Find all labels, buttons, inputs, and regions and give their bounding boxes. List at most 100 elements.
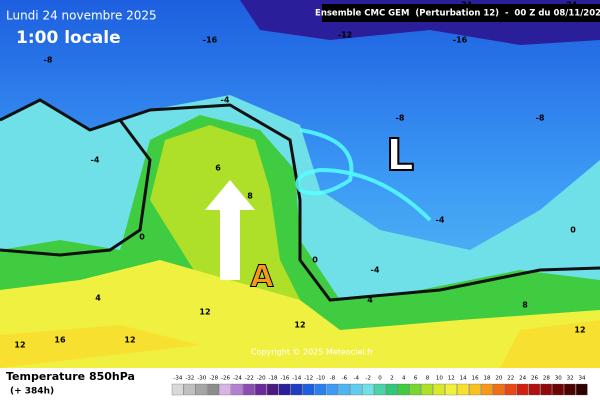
scale-label: -8: [330, 376, 336, 382]
scale-swatch: [243, 383, 255, 396]
scale-label: 30: [555, 376, 562, 382]
contour-label: 4: [367, 296, 373, 305]
scale-swatch: [266, 383, 279, 396]
scale-label: 6: [414, 376, 418, 382]
scale-label: -24: [233, 376, 242, 382]
scale-swatch: [552, 383, 564, 396]
scale-swatch: [350, 383, 362, 396]
scale-label: 12: [448, 376, 455, 382]
scale-swatch: [171, 383, 184, 396]
contour-label: 0: [312, 256, 318, 265]
scale-label: 14: [460, 376, 467, 382]
scale-label: -16: [280, 376, 289, 382]
scale-swatch: [564, 383, 576, 396]
scale-label: 2: [390, 376, 394, 382]
scale-swatch: [397, 383, 410, 396]
contour-label: 12: [124, 336, 135, 345]
scale-swatch: [457, 383, 469, 396]
scale-swatch: [385, 383, 398, 396]
contour-trough: [0, 119, 152, 257]
scale-label: 22: [507, 376, 514, 382]
scale-swatch: [540, 383, 552, 396]
scale-swatch: [373, 383, 386, 396]
scale-swatch: [338, 383, 350, 396]
contour-label: -8: [44, 56, 53, 65]
date: Lundi 24 novembre 2025: [6, 9, 157, 23]
scale-label: 28: [543, 376, 550, 382]
contour-label: 6: [215, 164, 221, 173]
scale-swatch: [207, 383, 220, 396]
jet-arrow: [295, 128, 432, 222]
contour-label: 12: [199, 308, 210, 317]
scale-label: -6: [342, 376, 348, 382]
warm-advection-arrow: [205, 180, 255, 280]
contour-label: 8: [247, 192, 253, 201]
contour-label: 16: [54, 336, 66, 345]
local-time: 1:00 locale: [16, 28, 121, 48]
scale-label: -20: [257, 376, 266, 382]
contour-label: -4: [371, 266, 380, 275]
contour-label: 12: [294, 321, 305, 330]
scale-swatch: [326, 383, 338, 396]
scale-label: -2: [365, 376, 370, 382]
scale-swatch: [278, 383, 291, 396]
scale-label: 32: [567, 376, 574, 382]
scale-swatch: [183, 383, 196, 396]
scale-swatch: [219, 383, 231, 396]
contour-label: 8: [522, 301, 528, 310]
scale-label: 8: [426, 376, 430, 382]
scale-label: 16: [472, 376, 479, 382]
scale-label: 20: [495, 376, 502, 382]
scale-swatch: [195, 383, 208, 396]
scale-label: 34: [579, 376, 586, 382]
scale-label: -28: [209, 376, 218, 382]
scale-swatch: [516, 383, 529, 396]
scale-swatch: [314, 383, 327, 396]
scale-label: 4: [402, 376, 406, 382]
copyright: Copyright © 2025 Meteociel.fr: [251, 348, 374, 357]
contour-label: 12: [574, 326, 585, 335]
scale-label: -18: [269, 376, 278, 382]
scale-label: 24: [519, 376, 526, 382]
scale-label: 10: [436, 376, 443, 382]
contour-label: -4: [436, 216, 445, 225]
scale-label: -22: [245, 376, 254, 382]
scale-swatch: [575, 383, 588, 396]
high-label: A: [250, 260, 274, 295]
scale-label: -26: [221, 376, 230, 382]
scale-swatch: [504, 383, 517, 396]
scale-swatch: [290, 383, 303, 396]
scale-swatch: [433, 383, 445, 396]
contour-label: -12: [338, 31, 352, 40]
contour-zero: [0, 98, 600, 302]
scale-swatch: [302, 383, 315, 396]
contour-label: 0: [570, 226, 576, 235]
scale-label: -32: [185, 376, 194, 382]
scale-swatch: [231, 383, 243, 396]
scale-swatch: [421, 383, 434, 396]
scale-label: 18: [483, 376, 490, 382]
model-box: [322, 4, 600, 22]
scale-label: -30: [197, 376, 206, 382]
contour-label: -8: [396, 114, 405, 123]
scale-swatch: [468, 383, 481, 396]
scale-label: -12: [304, 376, 313, 382]
contour-label: 0: [139, 233, 145, 242]
scale-swatch: [445, 383, 457, 396]
hot-field: [0, 320, 600, 368]
map: L A Copyright © 2025 Meteociel.fr -24-24…: [0, 0, 600, 368]
contour-label: -4: [221, 96, 230, 105]
scale-swatch: [480, 383, 493, 396]
contour-label: -4: [91, 156, 100, 165]
scale-label: -14: [292, 376, 301, 382]
contour-label: -16: [203, 36, 218, 45]
scale-label: -10: [316, 376, 325, 382]
scale-swatch: [362, 383, 374, 396]
contour-label: -16: [453, 36, 468, 45]
contour-label: 4: [95, 294, 101, 303]
scale-swatch: [255, 383, 267, 396]
scale-label: 26: [531, 376, 538, 382]
scale-label: 0: [378, 376, 382, 382]
scale-label: -4: [353, 376, 359, 382]
